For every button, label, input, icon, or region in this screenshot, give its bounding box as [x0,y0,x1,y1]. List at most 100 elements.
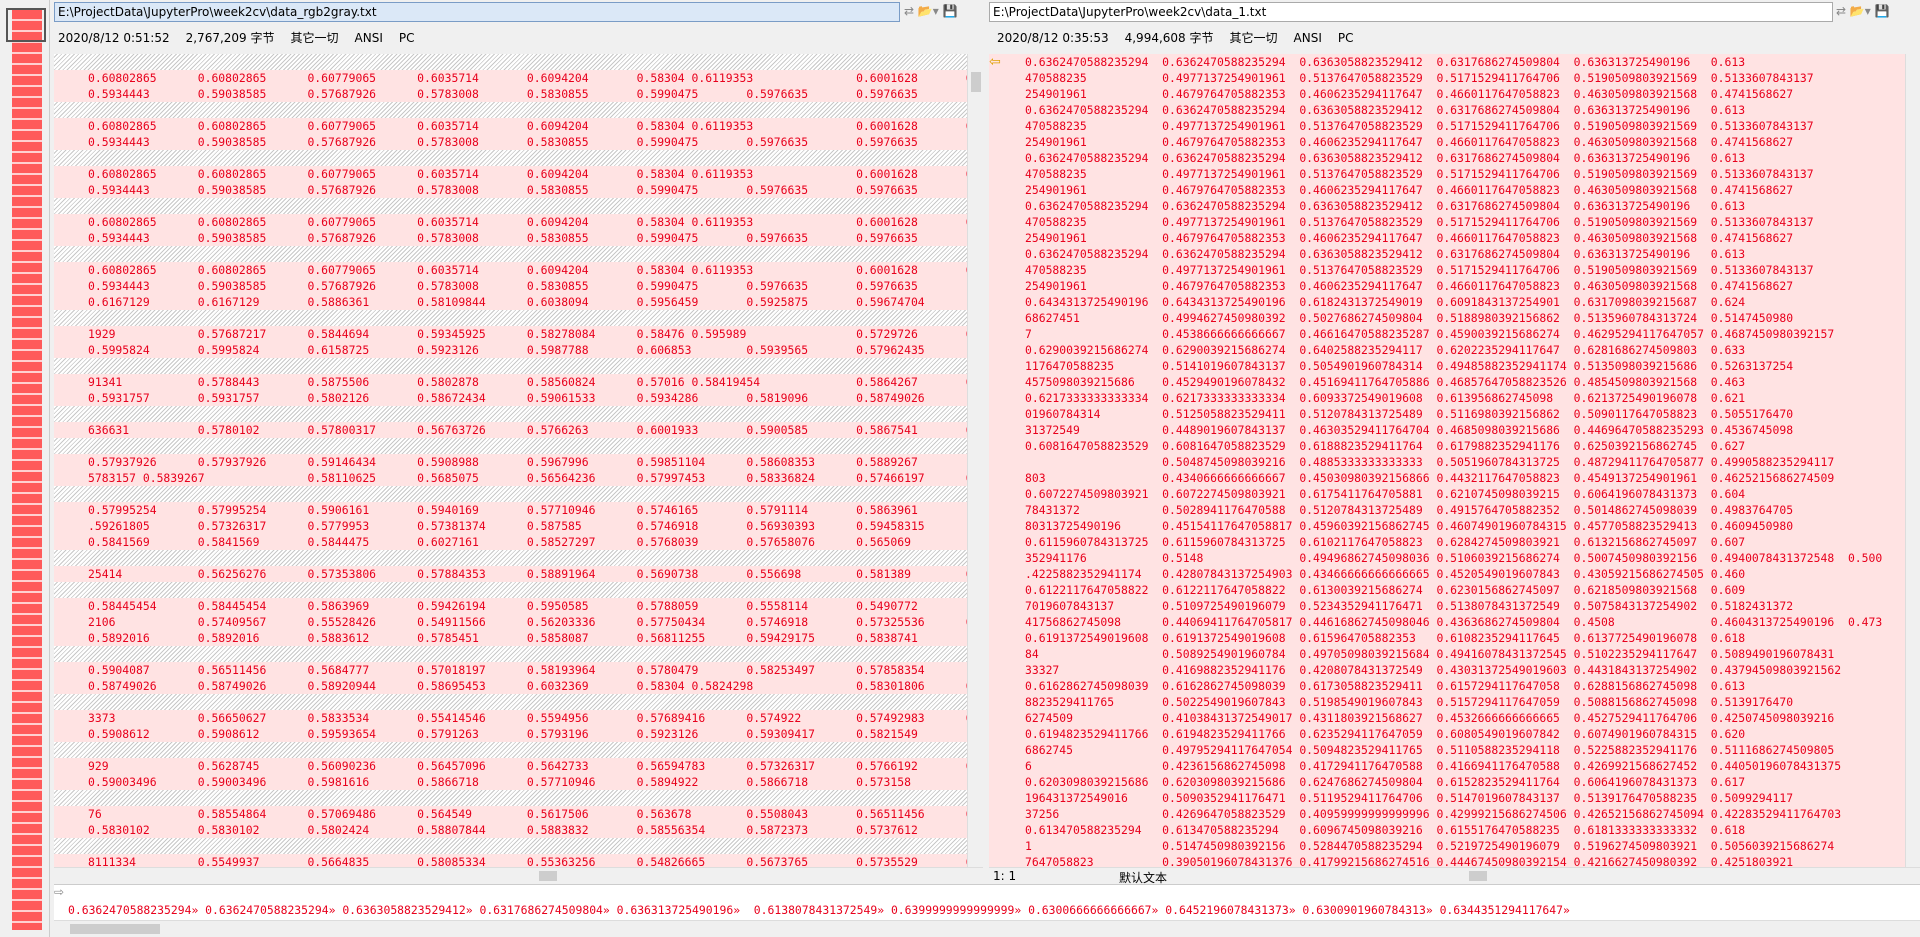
placeholder-row [54,694,967,710]
diff-row: 254901961 0.4679764705882353 0.460623529… [989,134,1905,150]
info-field: 2,767,209 字节 [185,31,275,45]
diff-row: 76 0.58554864 0.57069486 0.564549 0.5617… [54,806,967,822]
right-toolbar[interactable]: ⇄ 📂▾ 💾 [1836,4,1890,18]
diff-row: 0.5841569 0.5841569 0.5844475 0.6027161 … [54,534,967,550]
left-hscroll[interactable] [54,867,983,883]
diff-row: 37256 0.4269647058823529 0.4095999999999… [989,806,1905,822]
placeholder-row [54,550,967,566]
diff-row: 25414 0.56256276 0.57353806 0.57884353 0… [54,566,967,582]
diff-row: 0.613470588235294 0.613470588235294 0.60… [989,822,1905,838]
diff-row: 254901961 0.4679764705882353 0.460623529… [989,230,1905,246]
bottom-hscroll[interactable] [54,920,1920,937]
diff-row: 0.6290039215686274 0.6290039215686274 0.… [989,342,1905,358]
diff-row: 0.5892016 0.5892016 0.5883612 0.5785451 … [54,630,967,646]
left-toolbar[interactable]: ⇄ 📂▾ 💾 [904,4,958,18]
diff-row: 929 0.5628745 0.56090236 0.56457096 0.56… [54,758,967,774]
diff-row: 0.6115960784313725 0.6115960784313725 0.… [989,534,1905,550]
diff-row: 0.58749026 0.58749026 0.58920944 0.58695… [54,678,967,694]
right-pane: 0.6362470588235294 0.6362470588235294 0.… [989,54,1905,867]
diff-row: 8111334 0.5549937 0.5664835 0.58085334 0… [54,854,967,867]
diff-row: .4225882352941174 0.42807843137254903 0.… [989,566,1905,582]
diff-row: 0.6072274509803921 0.6072274509803921 0.… [989,486,1905,502]
info-field: 2020/8/12 0:51:52 [58,31,170,45]
diff-row: 0.58445454 0.58445454 0.5863969 0.594261… [54,598,967,614]
right-status: 1: 1 默认文本 [989,867,1920,885]
diff-row: 0.6203098039215686 0.6203098039215686 0.… [989,774,1905,790]
diff-row: 254901961 0.4679764705882353 0.460623529… [989,182,1905,198]
info-field: ANSI [1293,31,1322,45]
diff-row: 0.5934443 0.59038585 0.57687926 0.578300… [54,278,967,294]
right-path[interactable]: E:\ProjectData\JupyterPro\week2cv\data_1… [989,2,1833,22]
left-vscroll[interactable] [967,54,983,867]
info-field: 4,994,608 字节 [1124,31,1214,45]
right-info: 2020/8/12 0:35:53 4,994,608 字节 其它一切 ANSI PC [997,29,1897,47]
diff-row: 0.6191372549019608 0.6191372549019608 0.… [989,630,1905,646]
diff-row: 6274509 0.41038431372549017 0.4311803921… [989,710,1905,726]
diff-row: 41756862745098 0.44069411764705817 0.446… [989,614,1905,630]
diff-row: 80313725490196 0.45154117647058817 0.459… [989,518,1905,534]
diff-row: 0.60802865 0.60802865 0.60779065 0.60357… [54,118,967,134]
diff-row: 0.5931757 0.5931757 0.5802126 0.58672434… [54,390,967,406]
diff-row: 0.6217333333333334 0.6217333333333334 0.… [989,390,1905,406]
diff-row: 196431372549016 0.5090352941176471 0.511… [989,790,1905,806]
compare-line: 0.6362470588235294» 0.6362470588235294» … [54,902,1920,920]
diff-row: 0.6362470588235294 0.6362470588235294 0.… [989,54,1905,70]
diff-row: 0.6434313725490196 0.6434313725490196 0.… [989,294,1905,310]
diff-row: 470588235 0.4977137254901961 0.513764705… [989,118,1905,134]
diff-row: 0.6362470588235294 0.6362470588235294 0.… [989,150,1905,166]
diff-row: 254901961 0.4679764705882353 0.460623529… [989,86,1905,102]
diff-row: 0.5048745098039216 0.4885333333333333 0.… [989,454,1905,470]
diff-row: 7019607843137 0.5109725490196079 0.52343… [989,598,1905,614]
left-info: 2020/8/12 0:51:52 2,767,209 字节 其它一切 ANSI PC [58,29,958,47]
diff-row: 1929 0.57687217 0.5844694 0.59345925 0.5… [54,326,967,342]
placeholder-row [54,406,967,422]
placeholder-row [54,358,967,374]
diff-row: 0.5934443 0.59038585 0.57687926 0.578300… [54,182,967,198]
diff-row: 0.5934443 0.59038585 0.57687926 0.578300… [54,86,967,102]
diff-row: 2106 0.57409567 0.55528426 0.54911566 0.… [54,614,967,630]
right-vscroll[interactable] [1905,54,1920,867]
diff-row: 636631 0.5780102 0.57800317 0.56763726 0… [54,422,967,438]
diff-row: 91341 0.5788443 0.5875506 0.5802878 0.58… [54,374,967,390]
diff-row: 0.6362470588235294 0.6362470588235294 0.… [989,198,1905,214]
diff-row: 0.6167129 0.6167129 0.5886361 0.58109844… [54,294,967,310]
overview-strip [0,0,50,937]
placeholder-row [54,582,967,598]
diff-row: 0.60802865 0.60802865 0.60779065 0.60357… [54,70,967,86]
info-field: PC [398,31,415,45]
diff-row: 803 0.4340666666666667 0.450309803921568… [989,470,1905,486]
diff-row: 3373 0.56650627 0.5833534 0.55414546 0.5… [54,710,967,726]
info-field: 其它一切 [290,31,339,45]
placeholder-row [54,438,967,454]
placeholder-row [54,742,967,758]
diff-row: 8823529411765 0.5022549019607843 0.51985… [989,694,1905,710]
diff-row: 0.5995824 0.5995824 0.6158725 0.5923126 … [54,342,967,358]
diff-row: 0.5908612 0.5908612 0.59593654 0.5791263… [54,726,967,742]
diff-row: 7647058823 0.39050196078431376 0.4179921… [989,854,1905,867]
diff-row: 0.6122117647058822 0.6122117647058822 0.… [989,582,1905,598]
placeholder-row [54,486,967,502]
diff-row: 0.6162862745098039 0.6162862745098039 0.… [989,678,1905,694]
diff-row: 01960784314 0.5125058823529411 0.5120784… [989,406,1905,422]
diff-row: 0.6081647058823529 0.6081647058823529 0.… [989,438,1905,454]
diff-row: 78431372 0.5028941176470588 0.5120784313… [989,502,1905,518]
diff-row: .59261805 0.57326317 0.5779953 0.5738137… [54,518,967,534]
diff-map [12,10,42,930]
diff-row: 352941176 0.5148 0.49496862745098036 0.5… [989,550,1905,566]
text-mode: 默认文本 [1119,871,1168,885]
diff-row: 0.5934443 0.59038585 0.57687926 0.578300… [54,134,967,150]
diff-row: 470588235 0.4977137254901961 0.513764705… [989,166,1905,182]
placeholder-row [54,310,967,326]
diff-row: 0.60802865 0.60802865 0.60779065 0.60357… [54,262,967,278]
placeholder-row [54,54,967,70]
diff-row: 0.6194823529411766 0.6194823529411766 0.… [989,726,1905,742]
diff-row: 84 0.5089254901960784 0.4970509803921568… [989,646,1905,662]
compare-header: ⇨ [54,884,1920,902]
diff-row: 31372549 0.4489019607843137 0.4630352941… [989,422,1905,438]
placeholder-row [54,198,967,214]
info-field: 2020/8/12 0:35:53 [997,31,1109,45]
diff-row: 0.57937926 0.57937926 0.59146434 0.59089… [54,454,967,470]
left-path[interactable]: E:\ProjectData\JupyterPro\week2cv\data_r… [54,2,900,22]
placeholder-row [54,102,967,118]
